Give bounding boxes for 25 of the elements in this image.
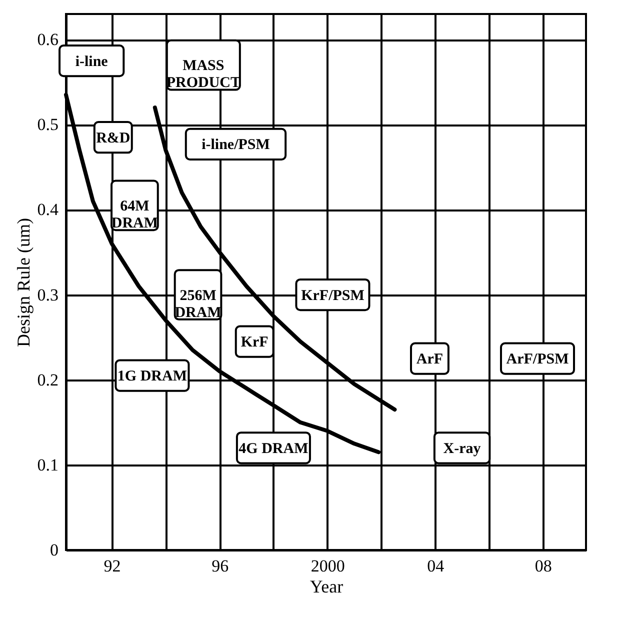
annotation: KrF [240,334,268,351]
y-tick-label: 0.1 [37,455,58,474]
annotation: X-ray [443,440,482,457]
y-tick-label: 0.6 [37,30,58,50]
annotation: 1G DRAM [117,368,188,385]
y-tick-label: 0.4 [37,200,59,220]
annotation: R&D [96,130,130,146]
x-tick-label: 04 [427,556,445,576]
y-tick-label: 0.5 [37,115,58,134]
x-axis-title: Year [310,576,344,596]
annotation: ArF [416,352,444,368]
y-tick-label: 0.3 [37,285,58,304]
y-tick-label: 0 [50,540,58,560]
annotation: 4G DRAM [238,440,308,457]
annotation: ArF/PSM [506,352,569,368]
annotation: i-line/PSM [202,137,270,154]
annotation: 64M DRAM [111,198,158,232]
x-tick-label: 2000 [310,556,345,576]
annotation: i-line [75,54,108,70]
annotation: KrF/PSM [301,288,364,304]
x-tick-label: 92 [104,556,121,576]
x-tick-label: 08 [534,556,552,576]
x-tick-label: 96 [212,556,229,576]
y-axis-title: Design Rule (um) [13,218,34,347]
y-tick-label: 0.2 [37,370,58,390]
